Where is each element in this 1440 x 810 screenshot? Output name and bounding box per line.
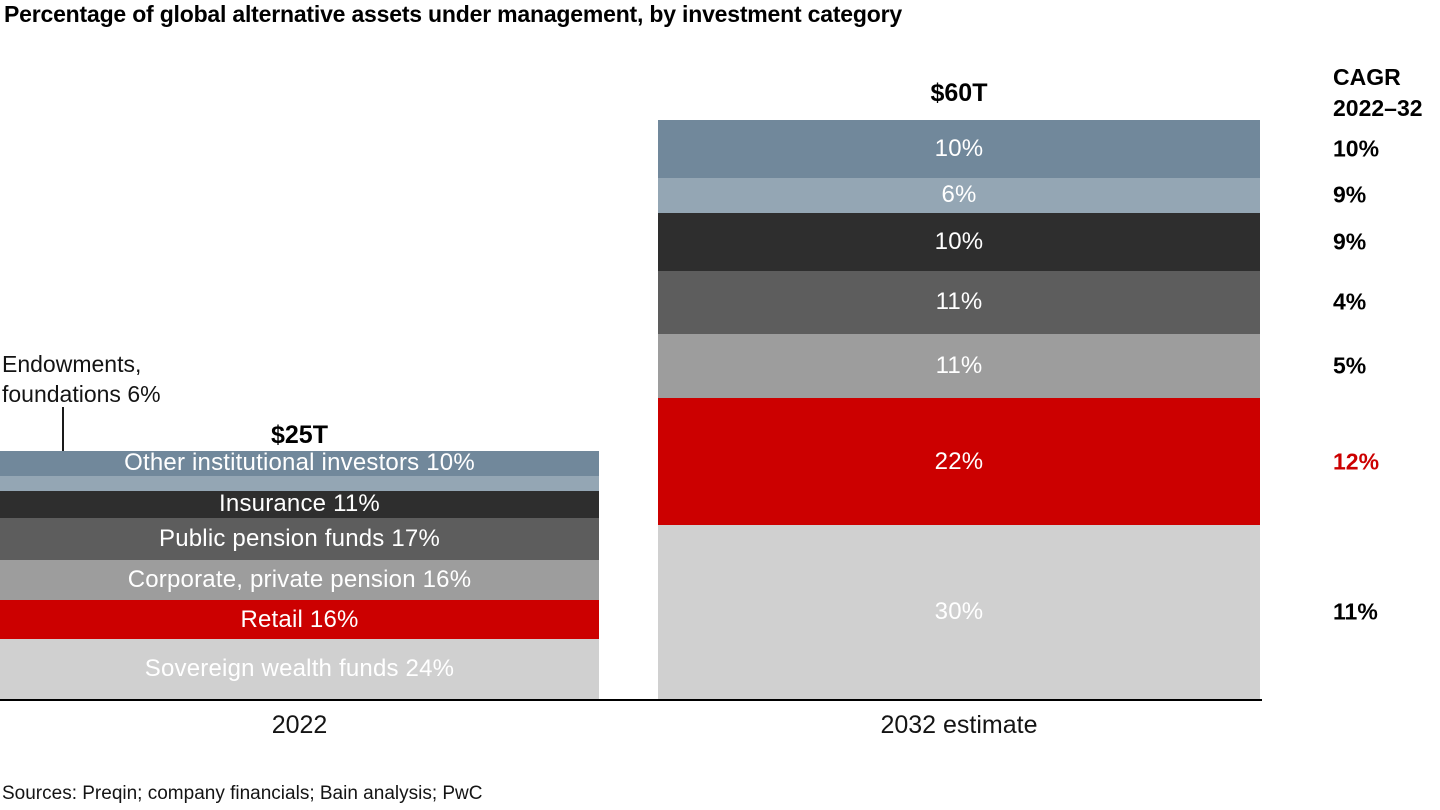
segment-label: 11% — [935, 288, 983, 316]
bar-segment-2022-endowments-foundations — [0, 475, 599, 491]
cagr-header-line-2: 2022–32 — [1333, 95, 1423, 121]
cagr-value-public-pension-funds: 4% — [1333, 288, 1367, 315]
segment-label: 10% — [934, 227, 984, 255]
callout-line-1: Endowments, — [2, 351, 142, 377]
callout-line-2: foundations 6% — [2, 381, 161, 407]
bar-segment-2022-sovereign-wealth-funds: Sovereign wealth funds 24% — [0, 639, 599, 699]
stacked-bar-2022: Other institutional investors 10% Insuran… — [0, 451, 599, 699]
callout-endowments-label: Endowments, foundations 6% — [2, 349, 161, 409]
segment-label: Retail 16% — [240, 605, 359, 633]
cagr-header-line-1: CAGR — [1333, 64, 1401, 90]
bar-segment-2032-sovereign-wealth-funds: 30% — [658, 525, 1260, 699]
cagr-value-corporate-private-pension: 5% — [1333, 352, 1367, 379]
bar-segment-2022-retail: Retail 16% — [0, 599, 599, 640]
bar-segment-2032-endowments-foundations: 6% — [658, 177, 1260, 213]
cagr-value-sovereign-wealth-funds: 11% — [1333, 598, 1378, 625]
segment-label: 30% — [934, 598, 984, 626]
bar-segment-2022-corporate-private-pension: Corporate, private pension 16% — [0, 560, 599, 600]
x-axis-label-2032: 2032 estimate — [880, 711, 1038, 739]
bar-segment-2032-other-institutional-investors: 10% — [658, 120, 1260, 178]
segment-label: Insurance 11% — [219, 490, 380, 518]
x-axis-label-2022: 2022 — [271, 711, 328, 739]
segment-label: Corporate, private pension 16% — [127, 565, 472, 593]
segment-label: 6% — [941, 181, 977, 209]
bar-segment-2032-public-pension-funds: 11% — [658, 270, 1260, 335]
segment-label: Sovereign wealth funds 24% — [144, 655, 455, 683]
cagr-value-retail: 12% — [1333, 448, 1380, 475]
x-axis-line — [0, 699, 1262, 701]
cagr-value-other-institutional-investors: 10% — [1333, 135, 1380, 162]
segment-label: 10% — [934, 134, 984, 162]
chart-title: Percentage of global alternative assets … — [4, 1, 902, 27]
cagr-value-insurance: 9% — [1333, 228, 1367, 255]
segment-label: 11% — [935, 352, 983, 380]
cagr-column-header: CAGR 2022–32 — [1333, 62, 1423, 124]
bar-total-2032: $60T — [930, 79, 988, 107]
bar-segment-2032-insurance: 10% — [658, 212, 1260, 271]
stacked-bar-2032: 10% 6% 10% 11% 11% 22% 30% — [658, 120, 1260, 699]
callout-leader-line — [62, 407, 64, 483]
segment-label: Other institutional investors 10% — [124, 451, 475, 476]
bar-segment-2022-insurance: Insurance 11% — [0, 490, 599, 518]
bar-segment-2022-other-institutional-investors: Other institutional investors 10% — [0, 451, 599, 476]
cagr-values-column: 10% 9% 9% 4% 5% 12% 11% — [1333, 120, 1440, 699]
segment-label: Public pension funds 17% — [159, 525, 440, 553]
sources-note: Sources: Preqin; company financials; Bai… — [2, 783, 483, 804]
cagr-value-endowments-foundations: 9% — [1333, 181, 1367, 208]
bar-total-2022: $25T — [271, 421, 328, 449]
bar-segment-2032-retail: 22% — [658, 397, 1260, 526]
bar-segment-2022-public-pension-funds: Public pension funds 17% — [0, 517, 599, 561]
bar-segment-2032-corporate-private-pension: 11% — [658, 334, 1260, 398]
segment-label: 22% — [934, 447, 984, 475]
